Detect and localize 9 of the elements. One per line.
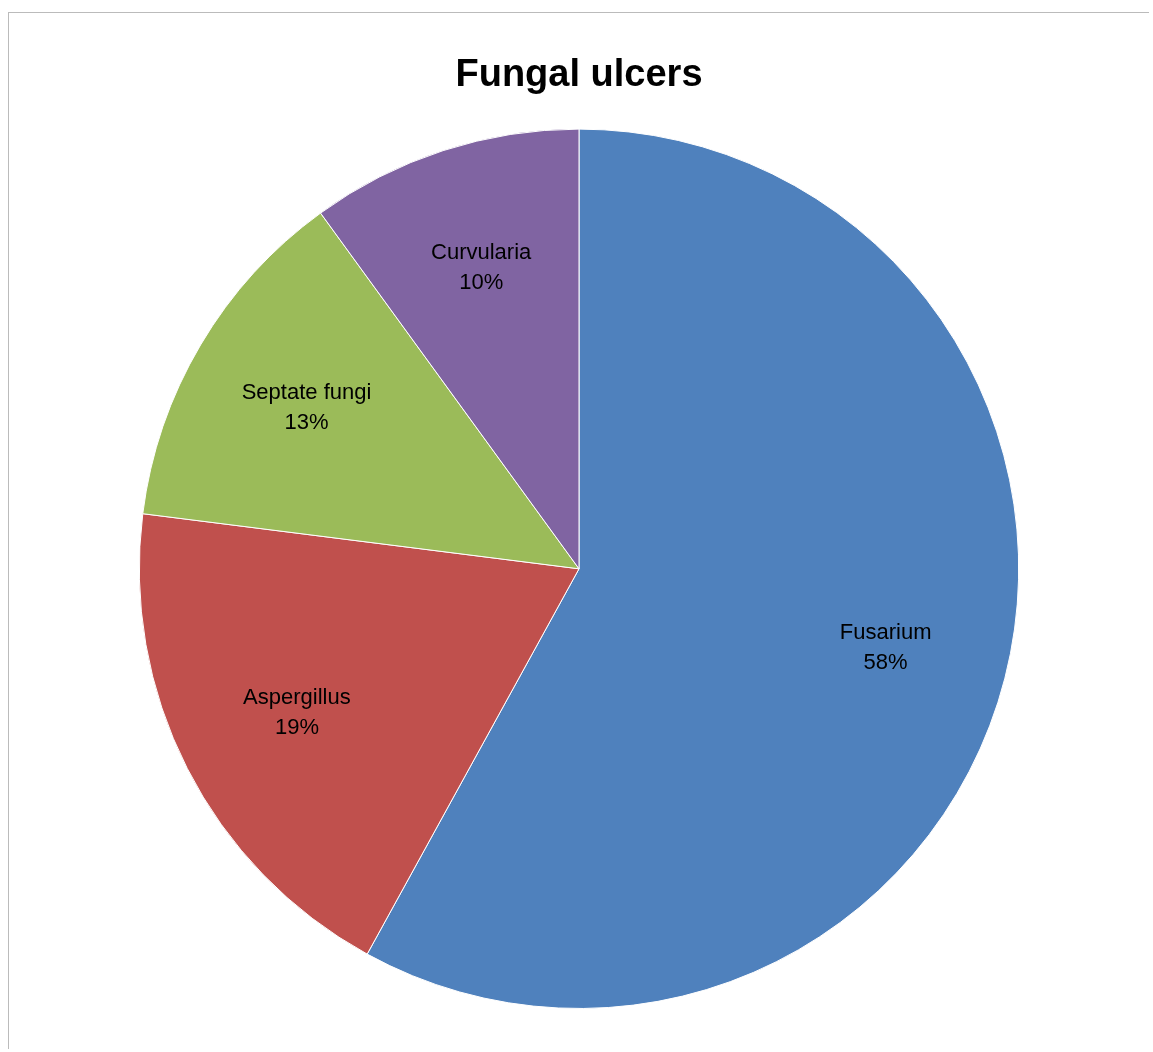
data-label: 58% [863, 648, 908, 674]
chart-title: Fungal ulcers [455, 52, 703, 95]
slice-label: Aspergillus [243, 683, 351, 709]
data-label: 10% [459, 268, 504, 294]
data-label: 19% [274, 713, 319, 739]
slice-label: Fusarium [839, 618, 932, 644]
slice-label: Curvularia [431, 238, 533, 264]
data-label: 13% [284, 408, 329, 434]
slice-label: Septate fungi [241, 378, 372, 404]
